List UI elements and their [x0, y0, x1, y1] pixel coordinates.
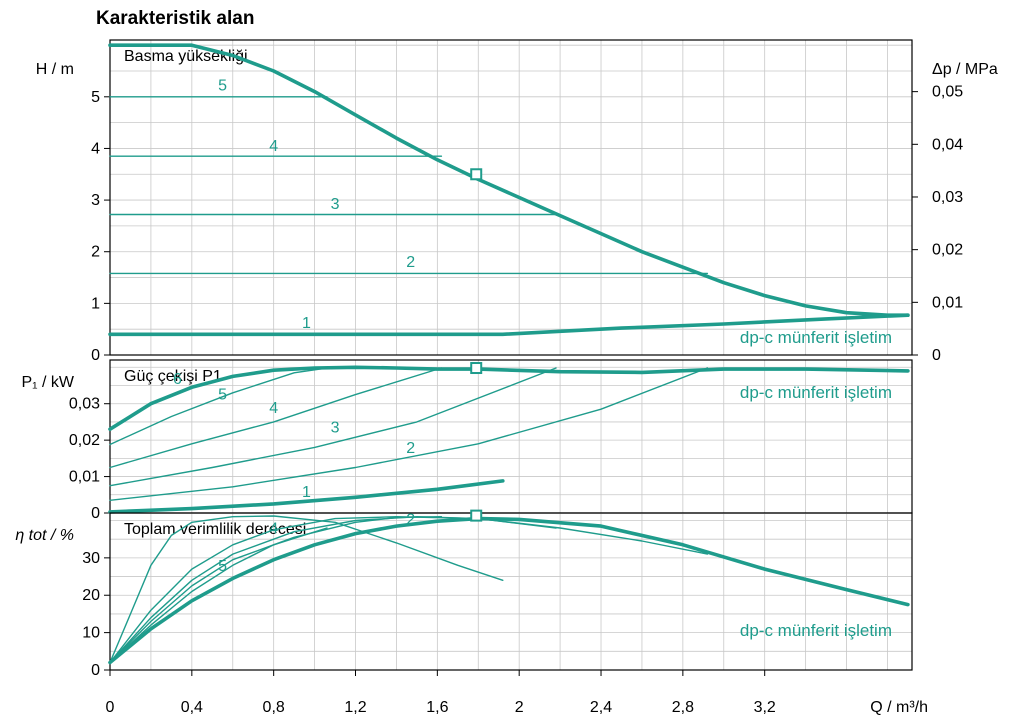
x-tick-label: 2: [515, 699, 524, 716]
panel-frame: [109, 39, 913, 356]
x-tick-label: 0: [106, 699, 115, 716]
x-tick-label: 1,2: [344, 699, 366, 716]
y-right-tick-label: 0: [932, 347, 941, 364]
x-axis-label: Q / m³/h: [870, 699, 928, 716]
curve-label: 6: [173, 371, 182, 388]
y-tick-label: 30: [82, 550, 100, 567]
series-line-6: [108, 516, 910, 665]
y-tick-label: 0: [91, 662, 100, 679]
operating-point-marker: [470, 509, 483, 522]
y-tick-label: 3: [91, 192, 100, 209]
series-line-2: [109, 516, 709, 664]
x-tick-label: 0,8: [263, 699, 285, 716]
y-right-tick-label: 0,01: [932, 294, 963, 311]
x-tick-label: 3,2: [754, 699, 776, 716]
y-tick-label: 4: [91, 140, 100, 157]
series-line-6: [108, 43, 910, 318]
x-tick-label: 2,4: [590, 699, 612, 716]
curve-label: 3: [331, 196, 340, 213]
y-tick-label: 1: [91, 295, 100, 312]
mode-label: dp-c münferit işletim: [740, 383, 892, 402]
series-line-5: [109, 527, 328, 664]
mode-label: dp-c münferit işletim: [740, 621, 892, 640]
curve-label: 2: [406, 254, 415, 271]
panel-title: Toplam verimlilik derecesi: [124, 521, 306, 538]
curve-label: 3: [331, 419, 340, 436]
operating-point-marker: [470, 168, 483, 181]
x-tick-label: 1,6: [426, 699, 448, 716]
y-tick-label: 0: [91, 347, 100, 364]
curve-label: 4: [269, 521, 278, 538]
page-title: Karakteristik alan: [96, 8, 255, 29]
y-tick-label: 5: [91, 89, 100, 106]
panel-frame: [109, 512, 913, 671]
y-axis-label: η tot / %: [15, 527, 74, 544]
curve-label: 5: [218, 77, 227, 94]
y-right-axis-label: Δp / MPa: [932, 61, 998, 78]
series-line-3: [109, 367, 557, 487]
y-axis-label: P₁ / kW: [21, 374, 74, 391]
x-tick-label: 2,8: [672, 699, 694, 716]
series-line-6: [108, 365, 910, 432]
panel-title: Basma yüksekliği: [124, 48, 248, 65]
operating-point-marker: [470, 362, 483, 375]
series-line-3: [109, 516, 557, 664]
curve-label: 1: [302, 315, 311, 332]
y-right-tick-label: 0,04: [932, 136, 963, 153]
series-line-1: [108, 313, 910, 337]
y-right-tick-label: 0,03: [932, 189, 963, 206]
y-tick-label: 20: [82, 587, 100, 604]
series-line-1: [109, 515, 504, 664]
curve-label: 4: [269, 400, 278, 417]
x-tick-label: 0,4: [181, 699, 203, 716]
y-right-tick-label: 0,02: [932, 242, 963, 259]
curve-label: 2: [406, 511, 415, 528]
curve-label: 5: [218, 558, 227, 575]
curve-label: 2: [406, 440, 415, 457]
y-tick-label: 0: [91, 505, 100, 522]
mode-label: dp-c münferit işletim: [740, 328, 892, 347]
y-tick-label: 0,01: [69, 469, 100, 486]
y-right-tick-label: 0,05: [932, 84, 963, 101]
series-line-4: [109, 516, 443, 664]
curve-label: 5: [218, 387, 227, 404]
series-line-1: [108, 479, 505, 514]
panel-title: Güç çekişi P1: [124, 368, 222, 385]
y-tick-label: 2: [91, 244, 100, 261]
y-tick-label: 0,02: [69, 432, 100, 449]
y-tick-label: 10: [82, 625, 100, 642]
series-line-2: [109, 367, 709, 501]
curve-label: 4: [269, 138, 278, 155]
y-axis-label: H / m: [36, 61, 74, 78]
y-tick-label: 0,03: [69, 396, 100, 413]
series-line-4: [109, 367, 443, 469]
curve-label: 1: [302, 484, 311, 501]
series-line-5: [109, 367, 328, 446]
